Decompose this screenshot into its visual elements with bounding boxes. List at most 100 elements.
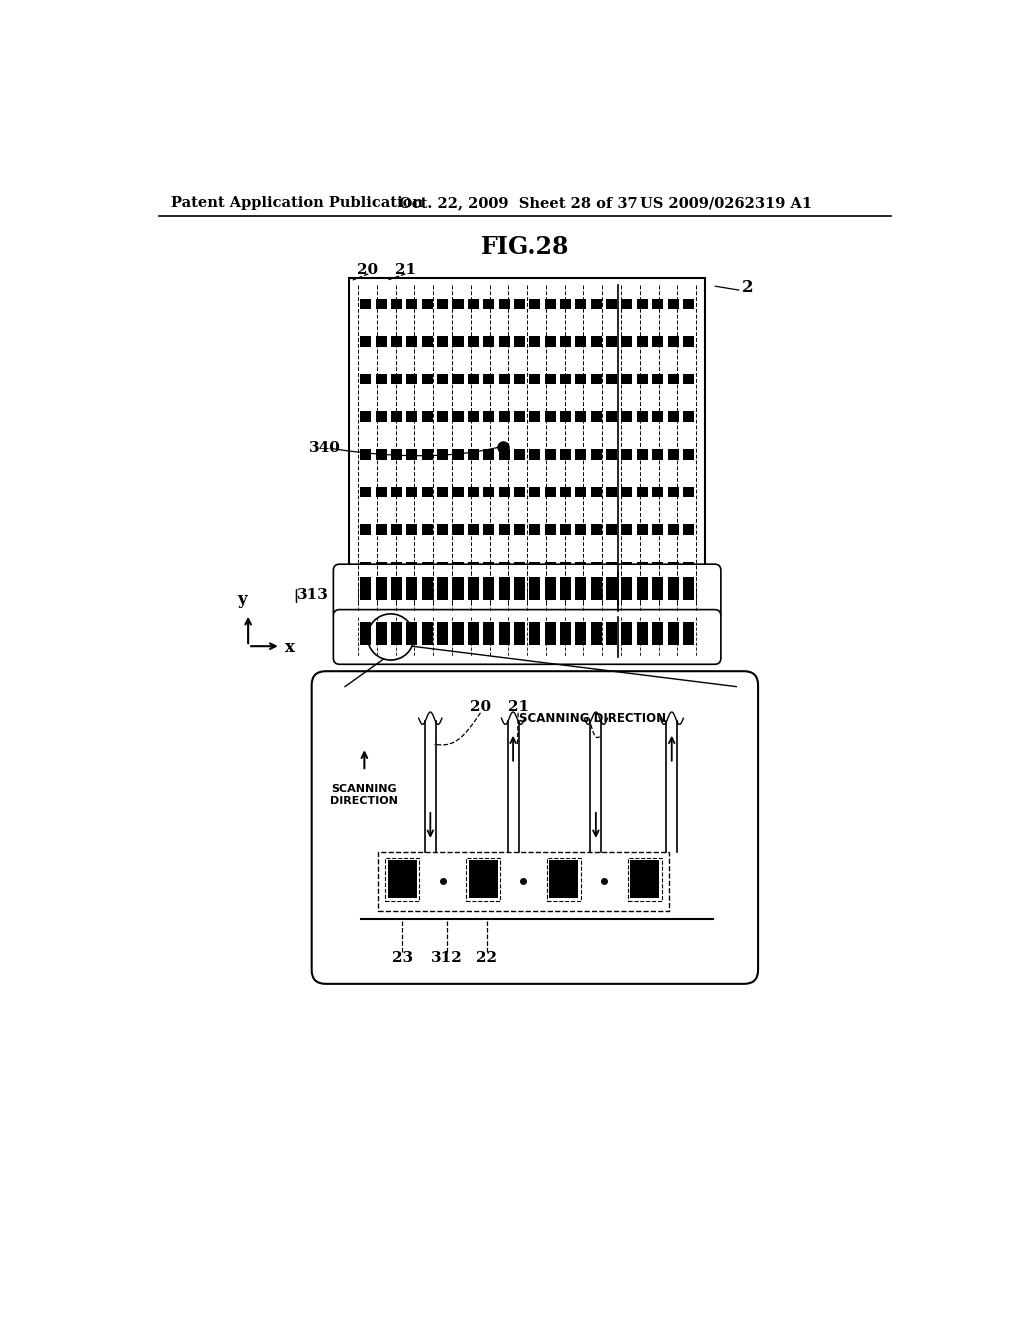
Bar [453, 487, 464, 498]
Bar [549, 859, 579, 898]
Bar [668, 374, 679, 384]
Bar [683, 524, 694, 535]
Bar [622, 562, 633, 573]
Bar [575, 562, 587, 573]
Bar [360, 337, 372, 347]
Bar [437, 337, 449, 347]
Bar [668, 622, 679, 645]
Bar [683, 487, 694, 498]
Bar [622, 487, 633, 498]
Bar [360, 487, 372, 498]
Bar [499, 524, 510, 535]
Bar [668, 524, 679, 535]
Bar [514, 524, 525, 535]
Bar [683, 562, 694, 573]
Bar [545, 487, 556, 498]
Bar [591, 487, 602, 498]
Bar [422, 337, 433, 347]
Bar [560, 337, 571, 347]
Bar [545, 524, 556, 535]
Text: y: y [238, 590, 247, 607]
Text: 21: 21 [394, 263, 416, 277]
Bar [668, 577, 679, 599]
Text: 20: 20 [357, 263, 379, 277]
Bar [668, 562, 679, 573]
Bar [529, 449, 541, 459]
Bar [360, 449, 372, 459]
Bar [422, 487, 433, 498]
Bar [483, 449, 495, 459]
Bar [385, 858, 419, 900]
Text: 20: 20 [470, 700, 492, 714]
Bar [622, 298, 633, 309]
Text: 340: 340 [308, 441, 340, 455]
Bar [422, 374, 433, 384]
Bar [407, 577, 418, 599]
Bar [591, 374, 602, 384]
Bar [453, 449, 464, 459]
Bar [422, 622, 433, 645]
Bar [437, 298, 449, 309]
Bar [453, 577, 464, 599]
Bar [668, 487, 679, 498]
Bar [422, 562, 433, 573]
Bar [378, 853, 669, 911]
Text: 313: 313 [297, 589, 329, 602]
Bar [422, 577, 433, 599]
Bar [407, 337, 418, 347]
Bar [483, 337, 495, 347]
Bar [468, 487, 479, 498]
Text: Patent Application Publication: Patent Application Publication [171, 197, 423, 210]
Bar [652, 449, 664, 459]
Bar [560, 374, 571, 384]
Bar [453, 622, 464, 645]
Bar [575, 577, 587, 599]
Bar [637, 622, 648, 645]
Bar [529, 562, 541, 573]
Bar [622, 524, 633, 535]
Bar [376, 337, 387, 347]
Bar [529, 298, 541, 309]
Bar [529, 577, 541, 599]
Bar [514, 337, 525, 347]
Bar [591, 622, 602, 645]
Bar [422, 449, 433, 459]
Bar [637, 487, 648, 498]
Bar [529, 524, 541, 535]
Bar [683, 374, 694, 384]
Bar [591, 449, 602, 459]
Bar [453, 298, 464, 309]
Bar [360, 412, 372, 422]
Bar [468, 577, 479, 599]
Bar [422, 524, 433, 535]
Bar [606, 449, 617, 459]
Bar [545, 337, 556, 347]
Text: SCANNING DIRECTION: SCANNING DIRECTION [519, 711, 666, 725]
Bar [637, 374, 648, 384]
Bar [437, 562, 449, 573]
Bar [606, 524, 617, 535]
Bar [630, 859, 659, 898]
Bar [652, 487, 664, 498]
Bar [483, 298, 495, 309]
Bar [453, 412, 464, 422]
Bar [683, 337, 694, 347]
Bar [437, 524, 449, 535]
Bar [499, 412, 510, 422]
Bar [468, 524, 479, 535]
Bar [622, 449, 633, 459]
Bar [391, 487, 402, 498]
Bar [606, 487, 617, 498]
Text: SCANNING
DIRECTION: SCANNING DIRECTION [331, 784, 398, 807]
Bar [560, 412, 571, 422]
Bar [391, 412, 402, 422]
FancyBboxPatch shape [334, 564, 721, 619]
Bar [575, 524, 587, 535]
Bar [360, 524, 372, 535]
Bar [376, 298, 387, 309]
Bar [560, 524, 571, 535]
Bar [606, 577, 617, 599]
Bar [575, 487, 587, 498]
Bar [466, 858, 500, 900]
Bar [437, 487, 449, 498]
